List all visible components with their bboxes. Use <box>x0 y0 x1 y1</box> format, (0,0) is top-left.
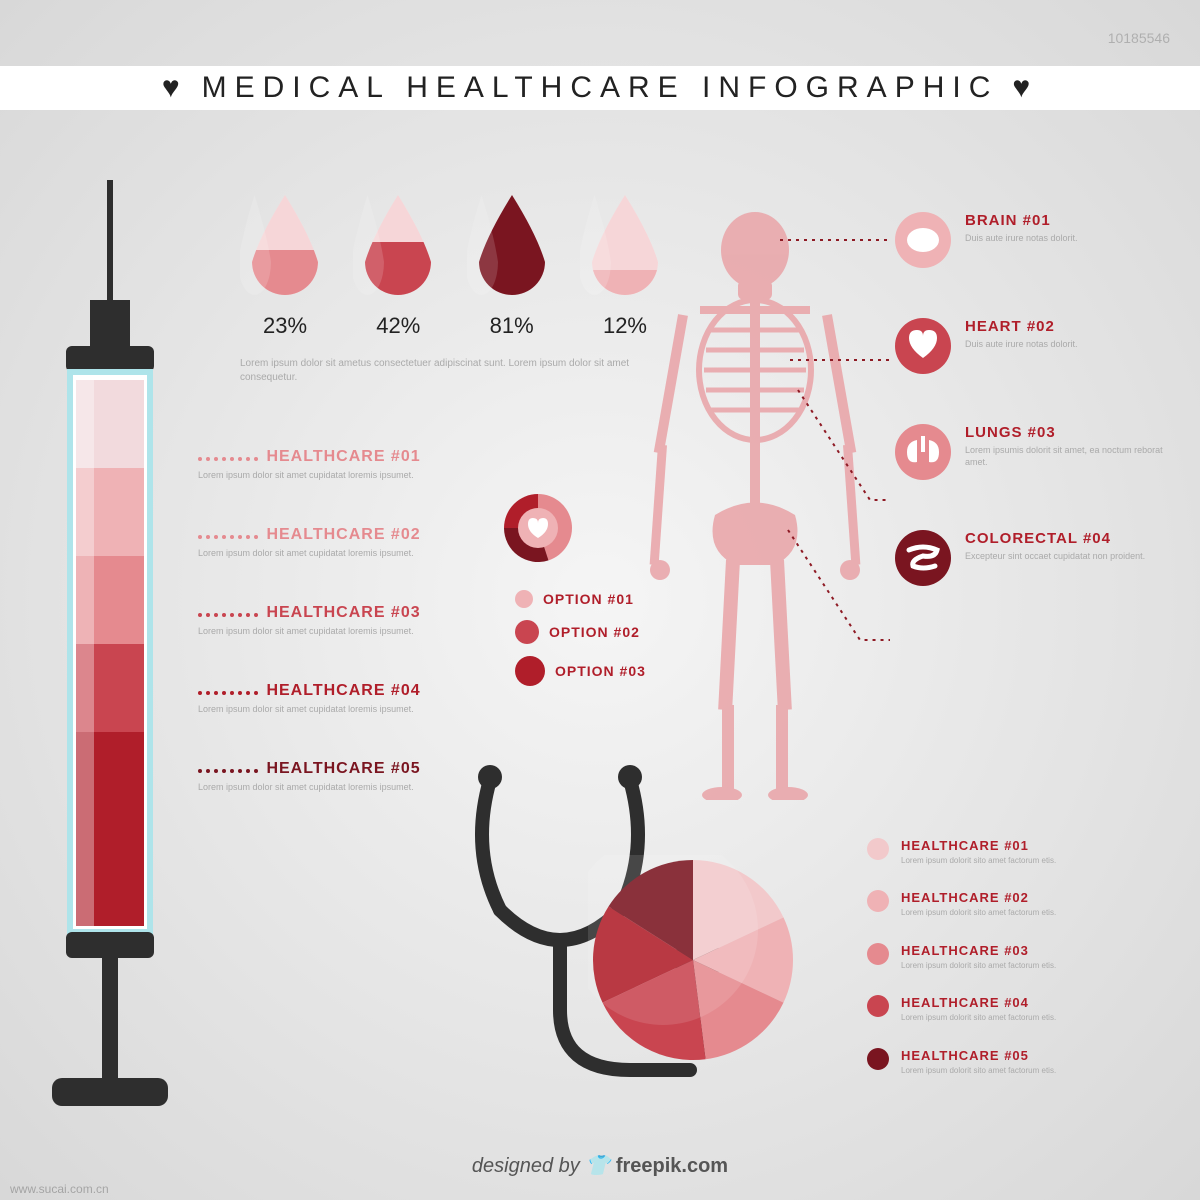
anatomy-body: Duis aute irure notas dolorit. <box>965 339 1078 351</box>
healthcare-title: HEALTHCARE #04 <box>266 682 420 699</box>
healthcare-body: Lorem ipsum dolor sit amet cupidatat lor… <box>198 548 478 560</box>
heart-icon: ♥ <box>162 71 188 105</box>
healthcare-title: HEALTHCARE #02 <box>266 526 420 543</box>
healthcare-body: Lorem ipsum dolorit sito amet factorum e… <box>901 1066 1056 1076</box>
healthcare-title: HEALTHCARE #04 <box>901 995 1056 1010</box>
pie-chart <box>588 855 798 1065</box>
heart-icon: ♥ <box>1012 71 1038 105</box>
legend-dot <box>867 943 889 965</box>
healthcare-body: Lorem ipsum dolor sit amet cupidatat lor… <box>198 626 478 638</box>
connector-dots <box>198 604 262 622</box>
healthcare-right-list: HEALTHCARE #01 Lorem ipsum dolorit sito … <box>867 838 1167 1100</box>
drop-percentage: 81% <box>467 313 557 339</box>
option-dot <box>515 590 533 608</box>
healthcare-title: HEALTHCARE #03 <box>266 604 420 621</box>
option-label: OPTION #02 <box>549 624 640 640</box>
anatomy-list: BRAIN #01 Duis aute irure notas dolorit.… <box>895 212 1175 636</box>
connector-dots <box>198 526 262 544</box>
anatomy-body: Lorem ipsumis dolorit sit amet, ea noctu… <box>965 445 1175 468</box>
healthcare-body: Lorem ipsum dolorit sito amet factorum e… <box>901 908 1056 918</box>
healthcare-left-list: HEALTHCARE #01 Lorem ipsum dolor sit ame… <box>198 448 478 838</box>
lungs-icon <box>895 424 951 480</box>
option-label: OPTION #01 <box>543 591 634 607</box>
option-label: OPTION #03 <box>555 663 646 679</box>
anatomy-title: COLORECTAL #04 <box>965 530 1145 547</box>
anatomy-title: HEART #02 <box>965 318 1078 335</box>
healthcare-body: Lorem ipsum dolor sit amet cupidatat lor… <box>198 704 478 716</box>
healthcare-title: HEALTHCARE #05 <box>901 1048 1056 1063</box>
blood-drop <box>240 190 330 305</box>
drop-percentage: 23% <box>240 313 330 339</box>
healthcare-body: Lorem ipsum dolorit sito amet factorum e… <box>901 961 1056 971</box>
syringe-graphic <box>40 180 180 1120</box>
brain-icon <box>895 212 951 268</box>
watermark-id: 10185546 <box>1108 30 1170 46</box>
option-dot <box>515 620 539 644</box>
legend-dot <box>867 838 889 860</box>
healthcare-body: Lorem ipsum dolorit sito amet factorum e… <box>901 1013 1056 1023</box>
blood-drops: 23% 42% 81% 12% Lorem ipsum dolor sit am… <box>240 190 670 385</box>
footer-credit: designed by 👕 freepik.com <box>0 1153 1200 1178</box>
healthcare-title: HEALTHCARE #01 <box>901 838 1056 853</box>
drop-percentage: 42% <box>353 313 443 339</box>
legend-dot <box>867 1048 889 1070</box>
healthcare-body: Lorem ipsum dolor sit amet cupidatat lor… <box>198 782 478 794</box>
option-dot <box>515 656 545 686</box>
healthcare-body: Lorem ipsum dolorit sito amet factorum e… <box>901 856 1056 866</box>
heart-icon <box>895 318 951 374</box>
options-list: OPTION #01 OPTION #02 OPTION #03 <box>515 590 646 698</box>
page-title: MEDICAL HEALTHCARE INFOGRAPHIC <box>202 71 999 105</box>
blood-drop <box>467 190 557 305</box>
anatomy-body: Excepteur sint occaet cupidatat non proi… <box>965 551 1145 563</box>
connector-dots <box>198 760 262 778</box>
anatomy-body: Duis aute irure notas dolorit. <box>965 233 1078 245</box>
healthcare-title: HEALTHCARE #01 <box>266 448 420 465</box>
watermark-site: www.sucai.com.cn <box>10 1182 109 1196</box>
connector-dots <box>198 682 262 700</box>
donut-chart <box>500 490 576 566</box>
healthcare-body: Lorem ipsum dolor sit amet cupidatat lor… <box>198 470 478 482</box>
skeleton-graphic <box>630 210 880 800</box>
connector-dots <box>198 448 262 466</box>
intestine-icon <box>895 530 951 586</box>
blood-drop <box>353 190 443 305</box>
legend-dot <box>867 890 889 912</box>
title-bar: ♥ MEDICAL HEALTHCARE INFOGRAPHIC ♥ <box>0 66 1200 110</box>
healthcare-title: HEALTHCARE #03 <box>901 943 1056 958</box>
legend-dot <box>867 995 889 1017</box>
anatomy-title: LUNGS #03 <box>965 424 1175 441</box>
anatomy-title: BRAIN #01 <box>965 212 1078 229</box>
healthcare-title: HEALTHCARE #02 <box>901 890 1056 905</box>
healthcare-title: HEALTHCARE #05 <box>266 760 420 777</box>
drops-caption: Lorem ipsum dolor sit ametus consectetue… <box>240 357 670 385</box>
